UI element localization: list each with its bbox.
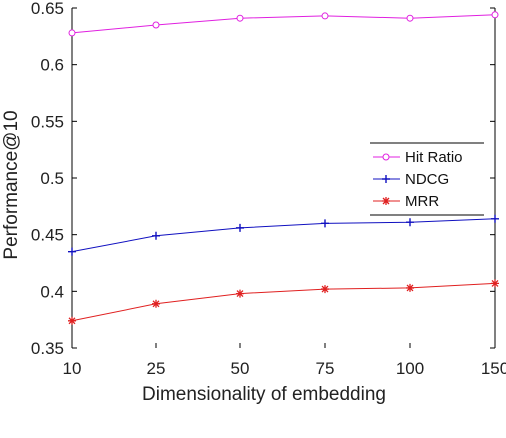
y-tick-label: 0.4 bbox=[40, 282, 64, 301]
y-tick-label: 0.6 bbox=[40, 56, 64, 75]
x-tick-label: 150 bbox=[481, 359, 506, 378]
series-line bbox=[71, 218, 496, 253]
legend-marker bbox=[382, 197, 390, 205]
data-point bbox=[491, 214, 499, 223]
data-point bbox=[152, 21, 160, 29]
series-line bbox=[71, 282, 496, 322]
data-point bbox=[152, 231, 160, 240]
data-point bbox=[68, 247, 76, 256]
legend-marker bbox=[382, 175, 390, 183]
legend-label: Hit Ratio bbox=[405, 149, 463, 166]
data-point bbox=[491, 279, 499, 288]
data-point bbox=[236, 223, 244, 232]
data-point bbox=[152, 299, 160, 308]
x-axis-title: Dimensionality of embedding bbox=[142, 384, 386, 405]
y-tick-label: 0.65 bbox=[31, 0, 64, 18]
legend: Hit Ratio NDCG MRR bbox=[370, 142, 484, 216]
data-point bbox=[321, 219, 329, 228]
y-tick-label: 0.55 bbox=[31, 112, 64, 131]
data-point bbox=[321, 285, 329, 294]
x-tick-label: 25 bbox=[147, 359, 166, 378]
series-line bbox=[71, 14, 496, 34]
data-point bbox=[491, 11, 499, 19]
data-point bbox=[406, 283, 414, 292]
data-point bbox=[406, 14, 414, 22]
x-tick-label: 50 bbox=[231, 359, 250, 378]
legend-label: MRR bbox=[405, 193, 439, 210]
series-layer bbox=[68, 11, 499, 325]
y-tick-label: 0.45 bbox=[31, 226, 64, 245]
x-tick-label: 75 bbox=[316, 359, 335, 378]
legend-label: NDCG bbox=[405, 171, 449, 188]
x-tick-label: 10 bbox=[63, 359, 82, 378]
y-axis-title: Performance@10 bbox=[1, 110, 22, 259]
y-axis-ticks: 0.35 0.4 0.45 0.5 0.55 0.6 0.65 bbox=[31, 0, 495, 358]
data-point bbox=[321, 12, 329, 20]
legend-marker bbox=[382, 153, 390, 161]
data-point bbox=[236, 14, 244, 22]
data-point bbox=[406, 218, 414, 227]
data-point bbox=[68, 29, 76, 37]
y-tick-label: 0.5 bbox=[40, 169, 64, 188]
y-tick-label: 0.35 bbox=[31, 339, 64, 358]
x-axis-ticks: 10 25 50 75 100 150 bbox=[63, 343, 506, 378]
data-point bbox=[236, 289, 244, 298]
data-point bbox=[68, 316, 76, 325]
x-tick-label: 100 bbox=[396, 359, 424, 378]
